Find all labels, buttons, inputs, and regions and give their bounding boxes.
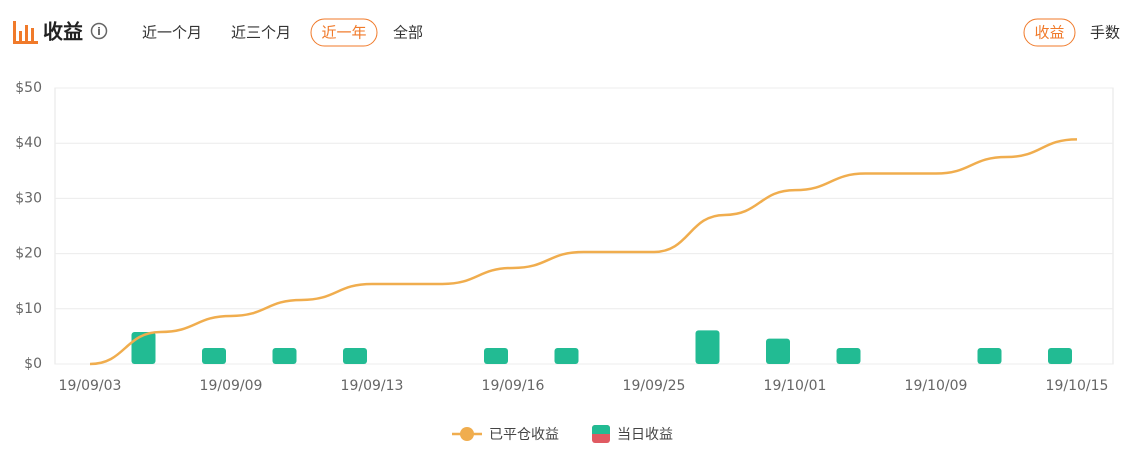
- bar: [836, 347, 861, 364]
- tab[interactable]: 全部: [393, 24, 423, 42]
- bar: [131, 331, 156, 364]
- toggle[interactable]: 手数: [1090, 24, 1120, 42]
- legend-swatch: [592, 425, 610, 434]
- toggle-active[interactable]: 收益: [1034, 24, 1064, 42]
- x-tick-label: 19/09/13: [341, 378, 404, 394]
- x-tick-label: 19/10/01: [764, 378, 827, 394]
- legend-label: 当日收益: [617, 427, 673, 443]
- x-tick-label: 19/09/25: [623, 378, 686, 394]
- y-tick-label: $50: [15, 80, 42, 96]
- bar: [977, 347, 1002, 364]
- line: [89, 138, 1078, 366]
- y-tick-label: $40: [15, 135, 42, 151]
- tab[interactable]: 近三个月: [231, 24, 291, 42]
- legend-marker: [460, 427, 474, 441]
- bar: [343, 347, 367, 364]
- chart-icon: [13, 21, 38, 44]
- svg-text:i: i: [97, 25, 101, 38]
- toggle-highlight: [1023, 18, 1076, 47]
- bar: [766, 338, 790, 364]
- bar: [272, 347, 297, 364]
- legend-label: 已平仓收益: [489, 427, 559, 443]
- bar: [484, 347, 508, 364]
- x-tick-label: 19/09/16: [482, 378, 545, 394]
- x-tick-label: 19/10/09: [905, 378, 968, 394]
- x-tick-label: 19/09/03: [59, 378, 122, 394]
- info-icon[interactable]: i: [90, 22, 108, 40]
- title: 收益: [43, 20, 83, 44]
- y-tick-label: $20: [15, 246, 42, 262]
- tab[interactable]: 近一个月: [142, 24, 202, 42]
- bar: [202, 347, 226, 364]
- plot-frame: [54, 87, 1114, 365]
- y-tick-label: $0: [24, 356, 42, 372]
- bar: [1048, 347, 1072, 364]
- bar: [695, 330, 720, 364]
- tab-active[interactable]: 近一年: [321, 24, 366, 42]
- y-tick-label: $10: [15, 301, 42, 317]
- bar: [554, 347, 579, 364]
- x-tick-label: 19/09/09: [200, 378, 263, 394]
- tab-highlight: [310, 18, 378, 47]
- y-tick-label: $30: [15, 190, 42, 206]
- x-tick-label: 19/10/15: [1046, 378, 1109, 394]
